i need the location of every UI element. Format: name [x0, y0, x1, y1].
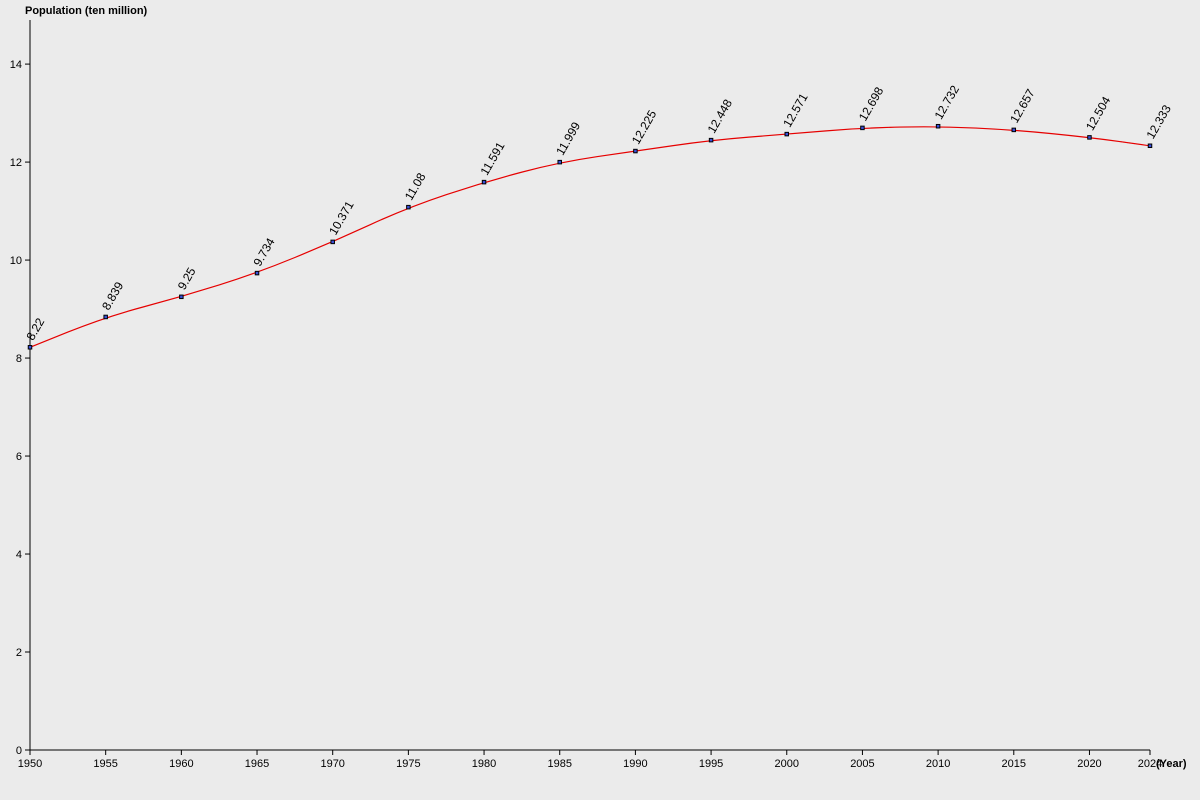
y-tick-label: 12 [10, 157, 22, 169]
data-point-label: 12.657 [1007, 86, 1038, 125]
x-tick-label: 2015 [1002, 758, 1026, 770]
data-point-label: 8.22 [23, 315, 47, 343]
data-point-label: 11.999 [553, 119, 583, 157]
data-point-label: 12.698 [856, 84, 887, 123]
y-tick-label: 6 [16, 451, 22, 463]
x-tick-label: 2020 [1077, 758, 1101, 770]
x-tick-label: 1995 [699, 758, 723, 770]
data-marker [558, 160, 562, 164]
data-marker [104, 315, 108, 319]
x-tick-label: 1955 [93, 758, 117, 770]
population-line-chart: 1950 1955 1960 1965 1970 1975 1980 1985 1990 1995… [0, 0, 1200, 800]
x-tick-label: 2000 [775, 758, 799, 770]
data-point-label: 9.734 [251, 235, 278, 268]
x-tick-label: 1985 [547, 758, 571, 770]
data-point-label: 12.571 [780, 91, 811, 130]
y-ticks: 0 2 4 6 8 10 12 14 [10, 59, 30, 757]
y-tick-label: 8 [16, 353, 22, 365]
x-tick-label: 1965 [245, 758, 269, 770]
data-marker [936, 124, 940, 128]
x-tick-label: 1990 [623, 758, 647, 770]
x-axis-title: (Year) [1156, 758, 1187, 770]
y-axis-title: Population (ten million) [25, 5, 148, 17]
series-line [30, 127, 1150, 347]
x-tick-label: 1980 [472, 758, 496, 770]
data-point-label: 9.25 [175, 265, 199, 293]
data-point-label: 10.371 [326, 198, 357, 237]
data-marker [180, 295, 184, 299]
data-point-label: 8.839 [99, 279, 126, 312]
x-tick-label: 1960 [169, 758, 193, 770]
data-marker [634, 149, 638, 153]
data-marker [28, 346, 32, 350]
data-point-label: 12.225 [629, 107, 660, 146]
y-tick-label: 14 [10, 59, 22, 71]
data-marker [1088, 136, 1092, 140]
y-tick-label: 0 [16, 745, 22, 757]
data-point-label: 11.591 [478, 139, 508, 177]
data-point-label: 11.08 [402, 170, 429, 203]
x-tick-label: 1975 [396, 758, 420, 770]
data-marker [331, 240, 335, 244]
data-point-label: 12.504 [1083, 94, 1114, 133]
data-point-label: 12.333 [1143, 102, 1174, 141]
y-tick-label: 4 [16, 549, 22, 561]
data-marker [482, 180, 486, 184]
data-marker [255, 271, 259, 275]
x-tick-label: 2010 [926, 758, 950, 770]
data-marker [785, 132, 789, 136]
y-tick-label: 2 [16, 647, 22, 659]
data-marker [861, 126, 865, 130]
data-marker [407, 205, 411, 209]
x-tick-label: 1950 [18, 758, 42, 770]
data-marker [709, 138, 713, 142]
data-marker [1148, 144, 1152, 148]
y-tick-label: 10 [10, 255, 22, 267]
data-point-label: 12.448 [705, 97, 736, 136]
x-ticks: 1950 1955 1960 1965 1970 1975 1980 1985 1990 1995… [18, 750, 1162, 770]
data-point-label: 12.732 [932, 83, 963, 122]
x-tick-label: 1970 [320, 758, 344, 770]
x-tick-label: 2005 [850, 758, 874, 770]
data-marker [1012, 128, 1016, 132]
series-point-labels: 8.22 8.839 9.25 9.734 10.371 11.08 11.591 11.99… [23, 83, 1174, 343]
